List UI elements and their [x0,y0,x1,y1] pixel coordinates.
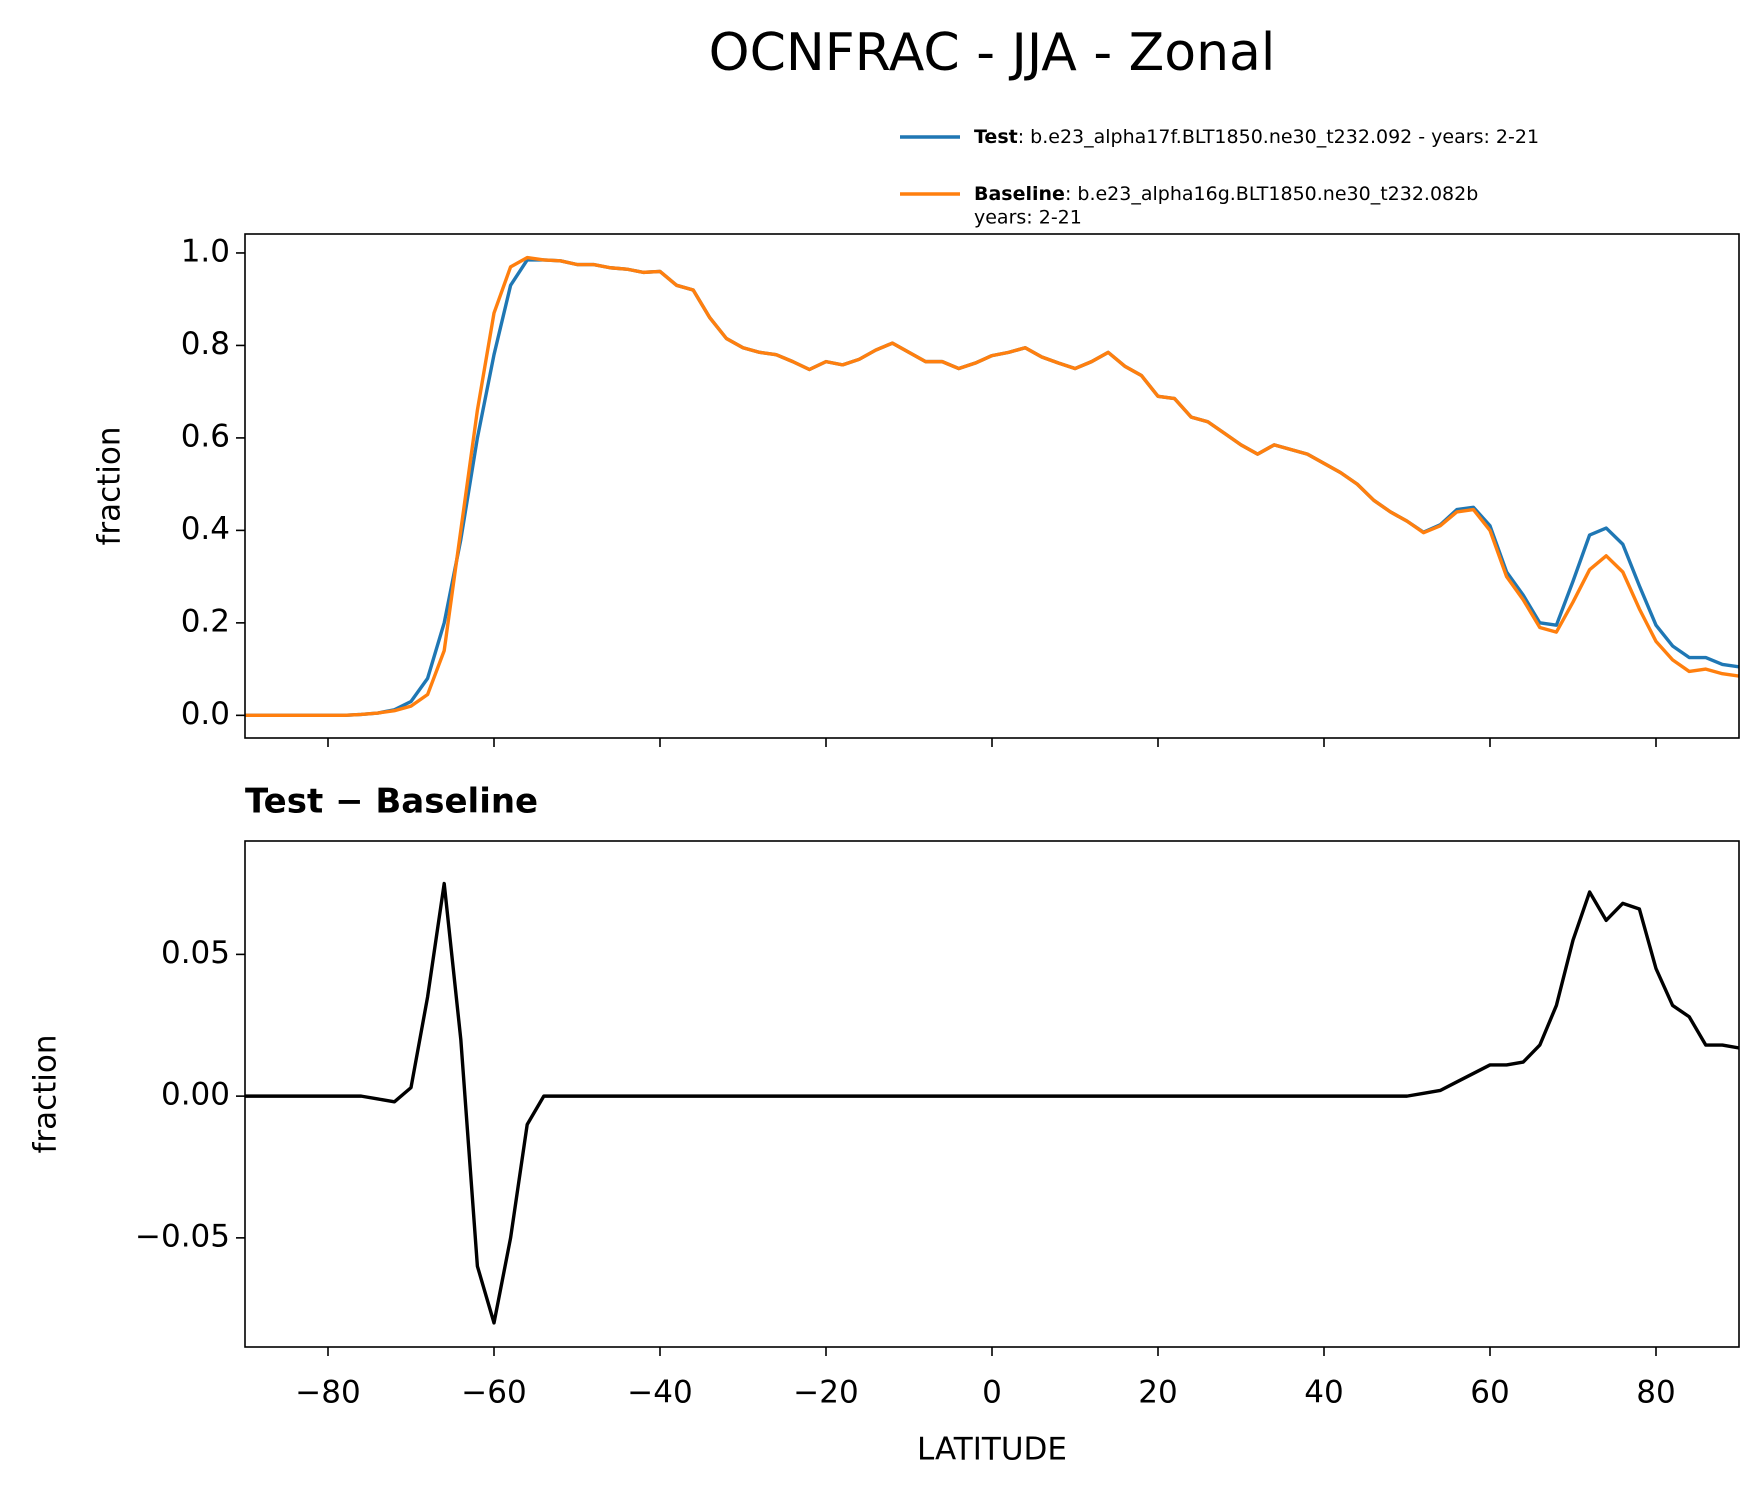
y-tick-label: 1.0 [181,233,230,269]
x-tick-label: −60 [461,1375,526,1411]
figure-title: OCNFRAC - JJA - Zonal [709,23,1276,83]
y-tick-label: −0.05 [135,1218,230,1254]
y-axis-label: fraction [92,426,128,545]
legend-description: : b.e23_alpha17f.BLT1850.ne30_t232.092 -… [1018,126,1539,148]
legend-name: Baseline [974,183,1065,205]
y-tick-label: 0.05 [161,935,230,971]
legend-name: Test [974,126,1018,148]
legend-label: Test: b.e23_alpha17f.BLT1850.ne30_t232.0… [974,126,1539,148]
y-tick-label: 0.00 [161,1077,230,1113]
y-tick-label: 0.0 [181,696,230,732]
legend-label: Baseline: b.e23_alpha16g.BLT1850.ne30_t2… [974,183,1478,205]
y-tick-label: 0.8 [181,326,230,362]
y-axis-label: fraction [28,1034,64,1153]
x-tick-label: 60 [1470,1375,1509,1411]
legend-description: years: 2-21 [974,207,1082,229]
x-axis-label: LATITUDE [917,1432,1067,1468]
y-tick-label: 0.4 [181,511,230,547]
legend-description: : b.e23_alpha16g.BLT1850.ne30_t232.082b [1065,183,1478,205]
x-tick-label: 80 [1636,1375,1675,1411]
series-line [245,881,1739,1325]
x-tick-label: 0 [982,1375,1002,1411]
x-tick-label: −80 [295,1375,360,1411]
y-tick-label: 0.2 [181,603,230,639]
axes-frame [244,840,1740,1348]
x-tick-label: 20 [1138,1375,1177,1411]
x-tick-label: −40 [627,1375,692,1411]
y-tick-label: 0.6 [181,418,230,454]
x-tick-label: 40 [1304,1375,1343,1411]
axes-frame [244,233,1740,739]
series-line [245,255,1739,718]
subplot-title: Test − Baseline [245,782,538,822]
x-tick-label: −20 [793,1375,858,1411]
